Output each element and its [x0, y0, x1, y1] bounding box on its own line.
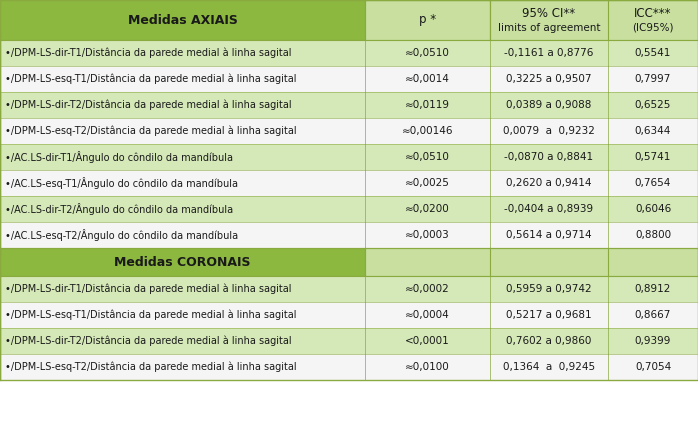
Text: 0,6525: 0,6525	[634, 100, 671, 110]
Text: •/AC.LS-esq-T2/Ângulo do côndilo da mandíbula: •/AC.LS-esq-T2/Ângulo do côndilo da mand…	[5, 229, 238, 241]
Text: 0,5541: 0,5541	[634, 48, 671, 58]
Text: 0,3225 a 0,9507: 0,3225 a 0,9507	[506, 74, 592, 84]
Bar	[0, 170, 698, 196]
Text: ≈0,0200: ≈0,0200	[405, 204, 450, 214]
Text: •/AC.LS-dir-T1/Ângulo do côndilo da mandíbula: •/AC.LS-dir-T1/Ângulo do côndilo da mand…	[5, 151, 233, 163]
Bar	[0, 328, 698, 354]
Text: ≈0,0025: ≈0,0025	[405, 178, 450, 188]
Bar	[0, 302, 698, 328]
Bar	[365, 248, 698, 276]
Text: 95% CI**: 95% CI**	[522, 7, 576, 20]
Text: •/DPM-LS-esq-T1/Distância da parede medial à linha sagital: •/DPM-LS-esq-T1/Distância da parede medi…	[5, 74, 297, 84]
Bar	[0, 40, 698, 66]
Bar	[0, 0, 365, 40]
Bar	[490, 0, 698, 40]
Text: •/DPM-LS-esq-T2/Distância da parede medial à linha sagital: •/DPM-LS-esq-T2/Distância da parede medi…	[5, 126, 297, 136]
Text: •/DPM-LS-dir-T2/Distância da parede medial à linha sagital: •/DPM-LS-dir-T2/Distância da parede medi…	[5, 336, 292, 346]
Bar	[0, 144, 698, 170]
Text: ≈0,0004: ≈0,0004	[405, 310, 450, 320]
Bar	[0, 248, 365, 276]
Text: 0,0389 a 0,9088: 0,0389 a 0,9088	[506, 100, 592, 110]
Text: •/DPM-LS-dir-T2/Distância da parede medial à linha sagital: •/DPM-LS-dir-T2/Distância da parede medi…	[5, 100, 292, 110]
Text: •/DPM-LS-dir-T1/Distância da parede medial à linha sagital: •/DPM-LS-dir-T1/Distância da parede medi…	[5, 48, 292, 58]
Text: 0,5959 a 0,9742: 0,5959 a 0,9742	[506, 284, 592, 294]
Text: limits of agreement: limits of agreement	[498, 23, 600, 33]
Text: (IC95%): (IC95%)	[632, 23, 674, 33]
Text: 0,7997: 0,7997	[634, 74, 671, 84]
Text: ≈0,0510: ≈0,0510	[405, 152, 450, 162]
Text: 0,8912: 0,8912	[634, 284, 671, 294]
Text: 0,9399: 0,9399	[634, 336, 671, 346]
Text: <0,0001: <0,0001	[405, 336, 450, 346]
Text: 0,6344: 0,6344	[634, 126, 671, 136]
Text: ≈0,0003: ≈0,0003	[405, 230, 450, 240]
Text: 0,7054: 0,7054	[635, 362, 671, 372]
Bar	[365, 0, 490, 40]
Text: •/AC.LS-esq-T1/Ângulo do côndilo da mandíbula: •/AC.LS-esq-T1/Ângulo do côndilo da mand…	[5, 177, 238, 189]
Text: •/AC.LS-dir-T2/Ângulo do côndilo da mandíbula: •/AC.LS-dir-T2/Ângulo do côndilo da mand…	[5, 203, 233, 215]
Text: •/DPM-LS-dir-T1/Distância da parede medial à linha sagital: •/DPM-LS-dir-T1/Distância da parede medi…	[5, 284, 292, 294]
Text: -0,1161 a 0,8776: -0,1161 a 0,8776	[505, 48, 594, 58]
Text: 0,7654: 0,7654	[634, 178, 671, 188]
Bar	[0, 222, 698, 248]
Text: ≈0,0014: ≈0,0014	[405, 74, 450, 84]
Bar	[0, 0, 698, 380]
Text: ≈0,0100: ≈0,0100	[405, 362, 450, 372]
Text: ≈0,00146: ≈0,00146	[402, 126, 453, 136]
Text: 0,5217 a 0,9681: 0,5217 a 0,9681	[506, 310, 592, 320]
Text: 0,5741: 0,5741	[634, 152, 671, 162]
Text: -0,0870 a 0,8841: -0,0870 a 0,8841	[505, 152, 593, 162]
Text: 0,8667: 0,8667	[634, 310, 671, 320]
Text: ≈0,0119: ≈0,0119	[405, 100, 450, 110]
Text: 0,0079  a  0,9232: 0,0079 a 0,9232	[503, 126, 595, 136]
Text: •/DPM-LS-esq-T1/Distância da parede medial à linha sagital: •/DPM-LS-esq-T1/Distância da parede medi…	[5, 310, 297, 320]
Bar	[0, 276, 698, 302]
Bar	[0, 354, 698, 380]
Text: -0,0404 a 0,8939: -0,0404 a 0,8939	[505, 204, 593, 214]
Text: 0,2620 a 0,9414: 0,2620 a 0,9414	[506, 178, 592, 188]
Text: Medidas AXIAIS: Medidas AXIAIS	[128, 13, 237, 27]
Text: p *: p *	[419, 13, 436, 27]
Text: ≈0,0002: ≈0,0002	[405, 284, 450, 294]
Bar	[0, 196, 698, 222]
Bar	[0, 66, 698, 92]
Text: 0,5614 a 0,9714: 0,5614 a 0,9714	[506, 230, 592, 240]
Text: ≈0,0510: ≈0,0510	[405, 48, 450, 58]
Text: ICC***: ICC***	[634, 7, 671, 20]
Text: •/DPM-LS-esq-T2/Distância da parede medial à linha sagital: •/DPM-LS-esq-T2/Distância da parede medi…	[5, 362, 297, 372]
Text: Medidas CORONAIS: Medidas CORONAIS	[114, 255, 251, 268]
Text: 0,8800: 0,8800	[635, 230, 671, 240]
Text: 0,1364  a  0,9245: 0,1364 a 0,9245	[503, 362, 595, 372]
Bar	[0, 92, 698, 118]
Bar	[0, 118, 698, 144]
Text: 0,6046: 0,6046	[635, 204, 671, 214]
Text: 0,7602 a 0,9860: 0,7602 a 0,9860	[506, 336, 592, 346]
